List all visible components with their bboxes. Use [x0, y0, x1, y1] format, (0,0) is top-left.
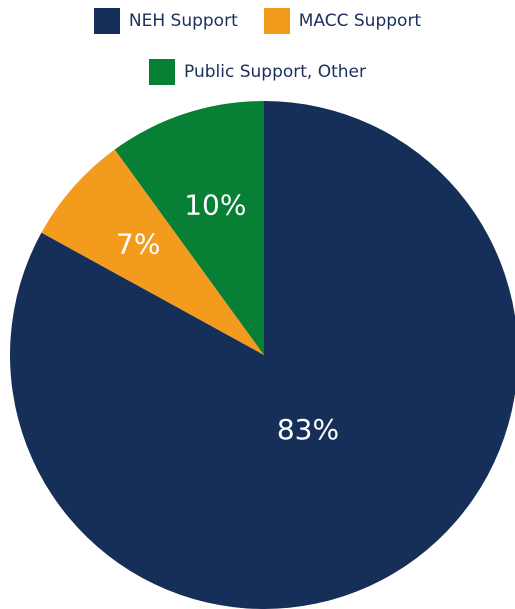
legend-row-1: NEH Support MACC Support: [0, 6, 515, 36]
legend-label-neh-support: NEH Support: [128, 11, 238, 31]
slice-label-macc-support: 7%: [116, 228, 160, 261]
legend-item-neh-support: NEH Support: [93, 8, 238, 34]
legend-label-macc-support: MACC Support: [298, 11, 422, 31]
slice-label-neh-support: 83%: [277, 413, 339, 446]
pie-slice-neh-support: [10, 101, 515, 609]
legend-label-public-support-other: Public Support, Other: [184, 62, 366, 82]
slice-label-public-support-other: 10%: [184, 189, 246, 222]
legend-item-macc-support: MACC Support: [263, 8, 422, 34]
pie-slice-public-support-other: [114, 101, 264, 355]
pie-slice-macc-support: [41, 149, 264, 355]
legend-swatch-neh-support: [93, 8, 120, 34]
legend-swatch-macc-support: [263, 8, 290, 34]
legend-swatch-public-support-other: [149, 59, 175, 85]
legend-item-public-support-other: Public Support, Other: [149, 59, 366, 85]
legend-row-2: Public Support, Other: [0, 57, 515, 87]
